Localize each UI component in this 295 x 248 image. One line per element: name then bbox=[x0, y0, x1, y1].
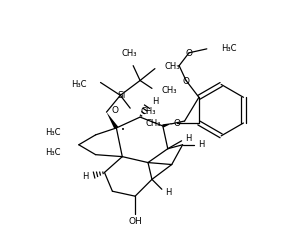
Text: CH₃: CH₃ bbox=[122, 49, 137, 58]
Text: CH₃: CH₃ bbox=[165, 62, 180, 71]
Polygon shape bbox=[162, 123, 173, 128]
Polygon shape bbox=[106, 112, 118, 129]
Text: CH₃: CH₃ bbox=[146, 120, 161, 128]
Text: H: H bbox=[152, 97, 158, 106]
Text: Si: Si bbox=[117, 91, 125, 100]
Text: H₃C: H₃C bbox=[45, 148, 61, 157]
Text: H: H bbox=[82, 172, 89, 181]
Text: CH₃: CH₃ bbox=[162, 86, 177, 95]
Text: H₃C: H₃C bbox=[71, 80, 87, 89]
Text: •: • bbox=[121, 127, 125, 133]
Text: O: O bbox=[174, 119, 181, 127]
Text: H₃C: H₃C bbox=[45, 128, 61, 137]
Text: H₃C: H₃C bbox=[221, 44, 236, 53]
Text: CH₃: CH₃ bbox=[140, 107, 155, 116]
Text: H: H bbox=[199, 140, 205, 149]
Text: H: H bbox=[186, 134, 192, 143]
Text: H: H bbox=[165, 188, 171, 197]
Text: O: O bbox=[186, 49, 193, 58]
Text: O: O bbox=[112, 106, 118, 115]
Text: O: O bbox=[183, 77, 190, 86]
Text: OH: OH bbox=[128, 217, 142, 226]
